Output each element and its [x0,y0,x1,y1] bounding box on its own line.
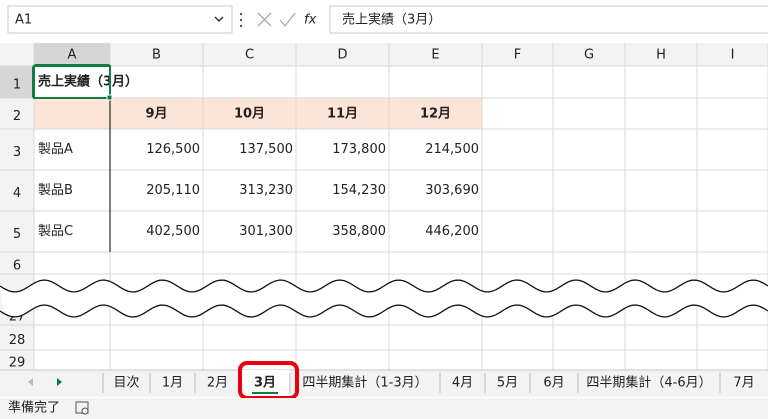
cell-value: 214,500 [425,142,479,157]
row-header[interactable]: 2 [13,109,21,124]
col-header[interactable]: H [656,48,666,63]
sheet-tab[interactable]: 2月 [207,376,228,391]
col-header[interactable]: C [245,48,254,63]
sheet-tab[interactable]: 6月 [543,376,564,391]
status-icon [75,401,89,414]
cancel-icon[interactable] [257,12,272,27]
nav-prev[interactable] [28,378,33,386]
cell-value: 154,230 [332,183,386,198]
row-header-selected [0,66,34,98]
col-header[interactable]: E [431,48,439,63]
name-box-text: A1 [15,13,32,28]
cell-value: 126,500 [146,142,200,157]
cell-value: 205,110 [146,183,200,198]
status-text: 準備完了 [8,400,60,416]
row-header[interactable]: 28 [9,333,26,348]
col-header[interactable]: F [514,48,521,63]
sheet-tab[interactable]: 3月 [254,376,276,391]
fx-icon[interactable]: fx [304,13,317,28]
row-header[interactable]: 29 [9,356,26,371]
break-line [0,279,768,293]
menu-dot [239,12,243,16]
column-title: 11月 [327,107,358,122]
cell-value: 303,690 [425,183,479,198]
active-cell [33,65,111,99]
row-label: 製品A [38,142,73,157]
col-header[interactable]: I [731,48,735,63]
name-box[interactable] [7,5,233,34]
tab-bar [0,370,768,397]
sheet-tab[interactable]: 7月 [733,376,754,391]
sheet-bg [0,43,768,370]
row-header[interactable]: 5 [13,227,21,242]
sheet-title: 売上実績（3月） [38,74,138,90]
column-title: 10月 [234,107,265,122]
break-fill [0,280,768,317]
col-header-selected [34,43,110,66]
cell-value: 301,300 [239,224,293,239]
sheet-tab[interactable]: 5月 [497,376,518,391]
column-title: 12月 [420,107,451,122]
menu-dot [239,18,243,22]
row-header[interactable]: 1 [13,78,21,93]
cell-value: 173,800 [332,142,386,157]
row-label: 製品B [38,183,73,198]
row-label: 製品C [38,224,73,239]
nav-next[interactable] [57,378,62,386]
col-header[interactable]: G [584,48,594,63]
col-header-bg [0,43,768,66]
cell-value: 402,500 [146,224,200,239]
sheet-tab[interactable]: 1月 [162,376,183,391]
sheet-tab[interactable]: 4月 [452,376,473,391]
cell-value: 313,230 [239,183,293,198]
col-header[interactable]: B [152,48,161,63]
cell-value: 358,800 [332,224,386,239]
break-line [0,304,768,318]
sheet-tab[interactable]: 四半期集計（1-3月） [302,375,427,391]
status-bar [0,398,768,419]
status-icon-dot [81,407,89,415]
menu-dot [239,24,243,28]
row-header[interactable]: 4 [13,186,21,201]
row-header[interactable]: 6 [13,259,21,274]
sheet-tab[interactable]: 目次 [113,375,139,391]
enter-icon[interactable] [279,12,296,28]
formula-box[interactable] [329,5,768,34]
fill-handle [106,94,113,101]
dropdown-arrow[interactable] [214,16,224,23]
col-header[interactable]: A [68,48,77,63]
header-fill [34,98,482,129]
sheet-tab[interactable]: 四半期集計（4-6月） [586,375,711,391]
row-header[interactable]: 3 [13,145,21,160]
formula-content: 売上実績（3月） [342,12,441,28]
cell-value: 137,500 [239,142,293,157]
col-header[interactable]: D [337,48,347,63]
row-header-bg [0,66,34,370]
cell-value: 446,200 [425,224,479,239]
column-title: 9月 [145,107,167,122]
